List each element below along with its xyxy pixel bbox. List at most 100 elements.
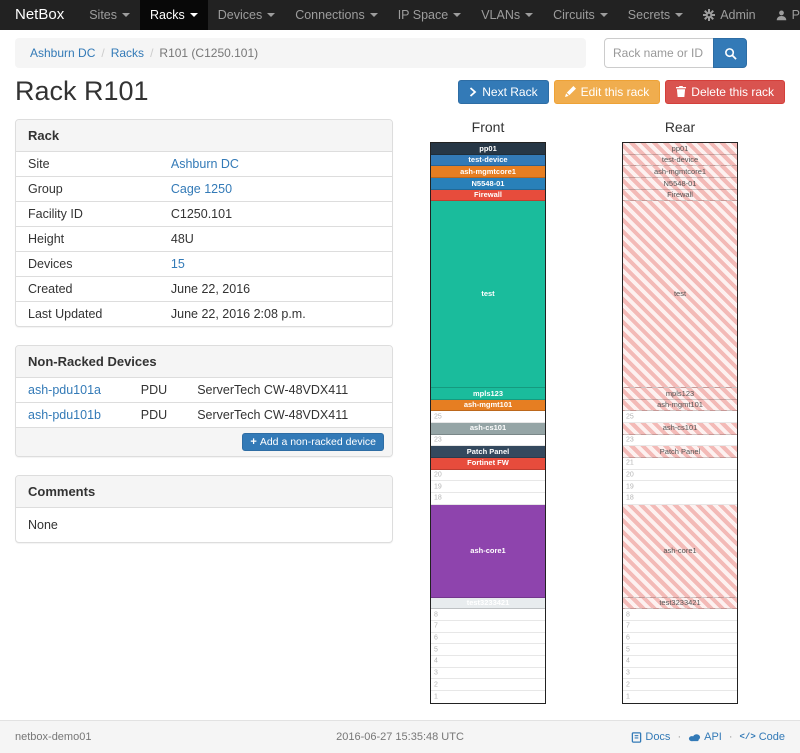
rear-elevation-title: Rear [664,119,696,135]
rack-device-front-fortinet-fw[interactable]: Fortinet FW [431,457,545,470]
info-value: June 22, 2016 2:08 p.m. [158,301,392,326]
device-link[interactable]: ash-pdu101a [28,383,101,397]
rack-info-row-site: Site Ashburn DC [16,152,392,177]
info-value-link[interactable]: Ashburn DC [170,157,239,171]
info-label: Last Updated [16,301,159,326]
chevron-right-icon [469,86,477,97]
search-button[interactable] [713,38,747,68]
rack-device-front-n5548-01[interactable]: N5548-01 [431,177,545,190]
chevron-down-icon [525,13,534,17]
rack-device-rear-test-device: test-device [623,154,737,167]
delete-rack-button[interactable]: Delete this rack [665,79,785,104]
nav-item-label: Profile [791,8,800,22]
nav-item-devices[interactable]: Devices [208,0,285,30]
nav-item-admin[interactable]: Admin [693,0,765,30]
unit-number: 5 [626,646,630,654]
rack-device-front-test[interactable]: test [431,201,545,388]
rack-unit-empty: 7 [431,621,545,633]
unit-number: 2 [434,681,438,689]
nav-item-secrets[interactable]: Secrets [618,0,693,30]
comments-panel-title: Comments [16,476,392,508]
rack-info-row-devices: Devices 15 [16,251,392,277]
breadcrumb-separator: / [101,46,105,60]
unit-number: 8 [434,611,438,619]
rack-device-front-test-device[interactable]: test-device [431,154,545,167]
device-role-cell: PDU [128,402,186,427]
unit-number: 23 [626,436,634,444]
device-name-cell: ash-pdu101b [16,402,129,427]
rack-unit-empty: 2 [431,679,545,692]
rack-device-front-ash-core1[interactable]: ash-core1 [431,504,545,598]
rack-unit-empty: 1 [431,691,545,703]
next-rack-label: Next Rack [482,84,538,99]
device-name-cell: ash-pdu101a [16,378,129,403]
footer-link-code[interactable]: </> Code [740,731,786,743]
unit-number: 25 [434,413,442,421]
unit-number: 18 [434,494,442,502]
rack-unit-empty: 5 [431,644,545,657]
footer-link-label: API [704,731,722,743]
chevron-down-icon [675,13,684,17]
device-link[interactable]: ash-pdu101b [28,408,101,422]
unit-number: 1 [626,693,630,701]
breadcrumb-row: Ashburn DC / Racks / R101 (C1250.101) [15,38,747,68]
nav-item-circuits[interactable]: Circuits [543,0,618,30]
nav-item-label: Admin [720,8,756,22]
info-value-link[interactable]: 15 [170,257,185,271]
rack-device-front-ash-mgmt101[interactable]: ash-mgmt101 [431,399,545,412]
next-rack-button[interactable]: Next Rack [458,79,549,104]
rack-device-rear-ash-core1: ash-core1 [623,504,737,598]
rack-unit-empty: 19 [623,481,737,493]
rack-device-front-test3233421[interactable]: test3233421 [431,597,545,610]
rack-unit-empty: 5 [623,644,737,657]
rack-device-front-ash-mgmtcore1[interactable]: ash-mgmtcore1 [431,166,545,178]
nav-item-ip-space[interactable]: IP Space [388,0,472,30]
nav-item-profile[interactable]: Profile [766,0,800,30]
search-input[interactable] [604,38,714,68]
info-value: June 22, 2016 [158,276,392,302]
rack-device-rear-patch-panel: Patch Panel [623,446,737,458]
rack-device-front-patch-panel[interactable]: Patch Panel [431,446,545,458]
rack-unit-empty: 7 [623,621,737,633]
footer-link-docs[interactable]: Docs [631,731,670,743]
unit-number: 2 [626,681,630,689]
unit-number: 18 [626,494,634,502]
rack-device-front-mpls123[interactable]: mpls123 [431,387,545,400]
breadcrumb-item-ashburn-dc[interactable]: Ashburn DC [30,46,96,60]
breadcrumb-item-racks[interactable]: Racks [110,46,145,60]
book-icon [631,731,642,743]
rack-unit-empty: 25 [431,411,545,423]
breadcrumb: Ashburn DC / Racks / R101 (C1250.101) [15,38,586,68]
main-menu: Sites Racks Devices Connections IP Space VLAN… [79,0,693,30]
unit-number: 1 [434,693,438,701]
unit-number: 19 [626,483,634,491]
rack-device-front-ash-cs101[interactable]: ash-cs101 [431,422,545,435]
rack-unit-empty: 25 [623,411,737,423]
chevron-down-icon [369,13,378,17]
nav-item-racks[interactable]: Racks [140,0,208,30]
unit-number: 5 [434,646,438,654]
chevron-down-icon [599,13,608,17]
rack-unit-empty: 3 [623,667,737,680]
footer-link-api[interactable]: API [688,731,722,743]
rack-unit-empty: 23 [431,434,545,447]
nav-item-connections[interactable]: Connections [285,0,388,30]
rack-device-rear-mpls123: mpls123 [623,387,737,400]
chevron-down-icon [453,13,462,17]
info-value: Cage 1250 [158,176,392,202]
info-label: Height [16,226,159,252]
rack-device-front-pp01[interactable]: pp01 [431,143,545,155]
brand-link[interactable]: NetBox [15,6,65,23]
nav-item-sites[interactable]: Sites [79,0,140,30]
edit-rack-button[interactable]: Edit this rack [553,79,661,104]
footer-link-label: Docs [645,731,671,743]
nav-item-vlans[interactable]: VLANs [471,0,543,30]
rack-unit-empty: 4 [431,656,545,668]
rack-device-front-firewall[interactable]: Firewall [431,189,545,202]
rack-info-row-height: Height 48U [16,226,392,252]
chevron-down-icon [122,13,130,17]
info-value-link[interactable]: Cage 1250 [170,182,233,196]
pencil-icon [564,86,576,97]
add-nonracked-device-button[interactable]: + Add a non-racked device [242,433,384,451]
nonracked-panel: Non-Racked Devices ash-pdu101a PDU ServerT… [15,345,393,457]
